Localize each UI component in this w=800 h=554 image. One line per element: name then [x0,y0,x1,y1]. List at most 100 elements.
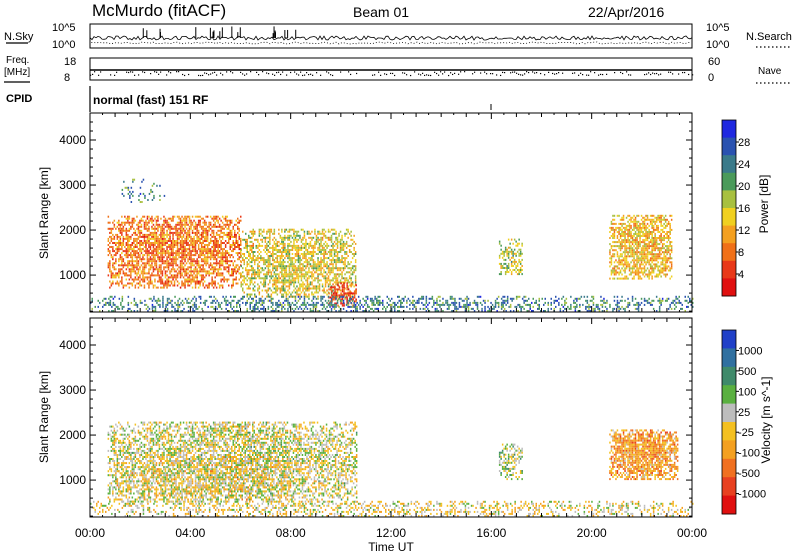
power-cell [163,282,165,285]
power-cell [240,297,242,300]
power-cell [619,237,622,239]
power-cell [246,307,248,310]
power-cell [169,258,171,261]
power-cell [160,217,162,220]
power-cell [225,295,227,298]
power-cell [306,281,309,284]
power-cell [346,292,348,295]
power-cell [346,302,348,305]
power-cell [261,277,264,280]
power-cell [127,235,129,238]
power-cell [318,310,321,312]
power-cell [161,252,164,255]
power-cell [261,295,264,298]
power-cell [321,253,324,255]
power-cell [366,303,369,306]
power-cell [190,254,192,257]
power-cell [130,237,132,240]
power-cell [134,254,137,257]
power-cell [519,250,522,253]
power-cell [178,231,180,234]
nave-dot [582,74,584,76]
power-cell [317,277,319,280]
nave-dot [548,71,550,73]
power-cell [612,233,614,235]
power-cell [272,310,274,312]
power-cell [254,307,256,310]
power-cell [228,284,230,287]
power-cell [400,305,402,308]
power-cell [255,273,257,276]
power-cell [287,249,289,251]
power-cell [238,252,240,255]
power-cell [121,264,123,267]
power-cell [161,235,164,238]
station-title: McMurdo (fitACF) [92,1,226,20]
power-cell [252,253,254,255]
power-cell [234,242,236,244]
power-cell [211,256,213,259]
power-cell [218,244,221,246]
power-cell [193,235,195,238]
power-cell [687,295,689,298]
power-cell [179,274,182,277]
power-cell [166,256,168,259]
power-cell [287,301,289,304]
power-cell [122,270,125,273]
power-cell [221,254,224,257]
power-cell [619,233,622,235]
nave-tick-bottom: 0 [708,72,714,84]
power-cell [243,281,245,284]
power-cell [550,301,552,304]
power-cell [518,295,521,298]
power-cell [203,219,206,222]
power-cell [133,303,136,306]
power-cell [145,235,147,238]
power-cell [308,285,310,288]
power-cell [586,295,589,298]
power-cell [326,293,328,296]
power-cell [538,303,540,306]
power-cell [158,266,161,269]
power-cell [200,227,203,230]
power-cell [246,249,248,251]
power-cell [173,231,176,234]
power-cell [154,240,156,242]
nave-dot [562,72,564,74]
power-cell [230,305,232,308]
power-cell [193,254,195,257]
power-cell [181,231,183,234]
power-cell [294,230,297,233]
power-cell [496,310,498,312]
power-cell [166,258,168,261]
power-cell [212,252,215,255]
power-cell [266,259,268,262]
power-cell [335,283,337,286]
power-cell [619,218,622,221]
power-cell [278,232,280,235]
power-cell [170,268,173,271]
power-cell [293,277,295,280]
power-cell [317,230,319,233]
nave-dot [648,72,650,74]
power-cell [184,246,186,248]
power-cell [616,261,619,264]
power-cell [197,244,200,246]
power-cell [299,293,301,296]
power-cell [211,284,213,287]
power-cell [615,222,617,225]
power-cell [500,267,502,269]
power-cell [562,305,565,308]
power-cell [512,297,515,300]
power-cell [149,264,152,267]
power-cell [303,230,306,233]
power-cell [171,299,173,302]
nave-dot [394,74,396,77]
power-cell [288,255,291,257]
power-cell [169,280,171,283]
power-cell [112,272,114,275]
power-cell [351,265,354,268]
power-cell [231,260,233,263]
power-cell [149,276,152,279]
power-cell [667,297,670,300]
